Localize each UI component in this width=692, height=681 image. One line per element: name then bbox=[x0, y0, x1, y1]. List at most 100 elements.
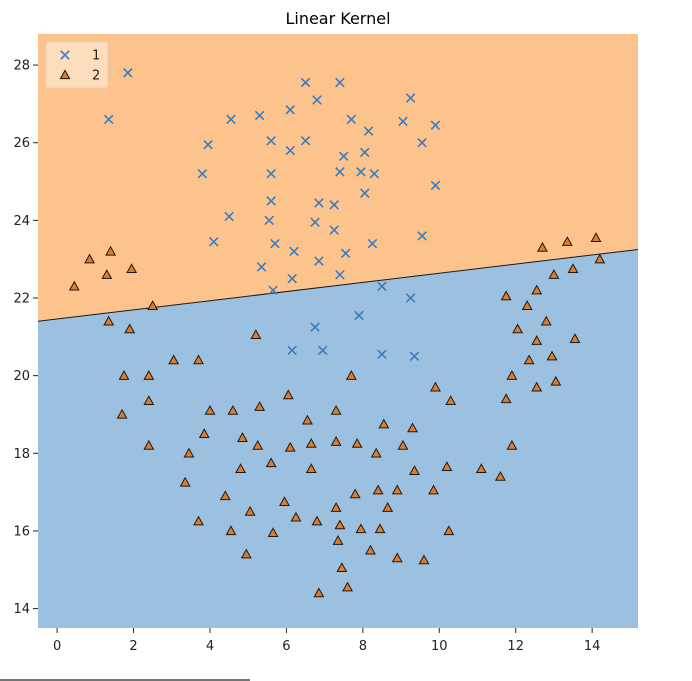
data-point-class-2 bbox=[118, 370, 130, 380]
data-point-class-1 bbox=[314, 256, 324, 266]
x-tick-label: 2 bbox=[129, 639, 137, 654]
x-tick-label: 8 bbox=[359, 639, 367, 654]
data-point-class-2 bbox=[334, 519, 346, 530]
data-point-class-1 bbox=[367, 238, 378, 249]
data-point-class-1 bbox=[270, 238, 280, 249]
data-point-class-2 bbox=[430, 381, 441, 392]
data-point-class-1 bbox=[405, 293, 416, 303]
data-point-class-2 bbox=[500, 290, 512, 301]
data-point-class-2 bbox=[305, 463, 317, 474]
data-point-class-2 bbox=[506, 370, 518, 380]
data-point-class-2 bbox=[349, 488, 361, 499]
data-point-class-2 bbox=[330, 436, 342, 446]
data-point-class-2 bbox=[521, 300, 533, 310]
legend-marker-class-1 bbox=[60, 50, 70, 60]
data-point-class-1 bbox=[310, 217, 320, 228]
data-point-class-2 bbox=[382, 502, 394, 512]
data-point-class-2 bbox=[254, 401, 266, 411]
x-tick-label: 6 bbox=[282, 639, 290, 654]
y-tick-label: 22 bbox=[13, 292, 30, 307]
data-point-class-2 bbox=[550, 375, 562, 386]
data-point-class-2 bbox=[198, 428, 210, 439]
data-point-class-2 bbox=[101, 269, 113, 279]
data-point-class-2 bbox=[391, 552, 403, 563]
data-point-class-2 bbox=[561, 236, 573, 246]
data-point-class-1 bbox=[285, 104, 295, 115]
data-point-class-1 bbox=[329, 225, 339, 235]
data-point-class-2 bbox=[305, 437, 317, 448]
data-point-class-1 bbox=[354, 310, 364, 321]
data-point-class-2 bbox=[237, 432, 248, 442]
data-point-class-2 bbox=[365, 544, 376, 555]
data-point-class-2 bbox=[506, 439, 518, 450]
data-point-class-2 bbox=[68, 280, 80, 291]
data-point-class-2 bbox=[330, 502, 342, 512]
data-point-class-2 bbox=[342, 581, 354, 592]
y-axis-ticks: 14 16 18 20 22 24 26 28 bbox=[13, 59, 38, 617]
data-point-class-2 bbox=[330, 404, 342, 415]
data-point-class-2 bbox=[372, 484, 384, 495]
data-point-class-2 bbox=[116, 408, 128, 419]
data-point-class-1 bbox=[103, 114, 114, 125]
data-point-class-2 bbox=[250, 329, 262, 340]
data-point-class-1 bbox=[209, 236, 219, 247]
data-point-class-2 bbox=[537, 241, 548, 252]
data-point-class-1 bbox=[335, 269, 345, 280]
data-point-class-2 bbox=[311, 515, 323, 526]
data-point-class-1 bbox=[335, 77, 345, 88]
data-point-class-1 bbox=[377, 349, 387, 360]
data-point-class-2 bbox=[540, 315, 552, 326]
data-point-class-2 bbox=[336, 562, 348, 573]
data-point-class-1 bbox=[254, 110, 265, 121]
data-point-class-2 bbox=[494, 470, 506, 481]
data-point-class-1 bbox=[287, 273, 297, 284]
decision-region-class-1 bbox=[38, 34, 638, 322]
data-point-class-2 bbox=[105, 245, 117, 256]
data-point-class-1 bbox=[287, 345, 297, 356]
data-point-class-1 bbox=[359, 188, 370, 198]
data-point-class-1 bbox=[377, 281, 387, 292]
data-point-class-1 bbox=[405, 93, 416, 103]
data-point-class-1 bbox=[417, 137, 427, 148]
scatter-points bbox=[68, 68, 606, 598]
data-point-class-1 bbox=[369, 168, 380, 179]
data-point-class-1 bbox=[335, 167, 345, 177]
data-point-class-2 bbox=[391, 484, 403, 495]
data-point-class-2 bbox=[500, 393, 512, 404]
data-point-class-1 bbox=[359, 147, 370, 158]
x-axis-ticks: 0 2 4 6 8 10 12 14 bbox=[53, 628, 600, 654]
data-point-class-1 bbox=[398, 116, 408, 127]
data-point-class-2 bbox=[531, 284, 543, 295]
data-point-class-2 bbox=[143, 370, 155, 380]
legend-entry: 1 bbox=[60, 49, 100, 64]
legend: 12 bbox=[45, 41, 109, 89]
chart-title: Linear Kernel bbox=[285, 9, 390, 28]
data-point-class-1 bbox=[430, 120, 441, 131]
data-point-class-2 bbox=[284, 441, 296, 452]
data-point-class-1 bbox=[317, 345, 328, 356]
data-point-class-2 bbox=[345, 370, 357, 380]
data-point-class-2 bbox=[183, 447, 195, 458]
decision-region-class-2 bbox=[38, 249, 638, 628]
data-point-class-2 bbox=[378, 418, 390, 429]
data-point-class-2 bbox=[408, 465, 420, 475]
data-point-class-1 bbox=[123, 68, 133, 78]
data-point-class-2 bbox=[355, 523, 367, 534]
x-tick-label: 12 bbox=[507, 639, 524, 654]
data-point-class-2 bbox=[225, 525, 237, 536]
data-point-class-1 bbox=[310, 322, 320, 332]
data-point-class-1 bbox=[409, 351, 420, 362]
data-point-class-1 bbox=[300, 135, 311, 146]
data-point-class-1 bbox=[197, 168, 208, 179]
data-point-class-2 bbox=[301, 414, 313, 425]
data-point-class-1 bbox=[266, 196, 276, 206]
data-point-class-1 bbox=[266, 135, 276, 146]
data-point-class-1 bbox=[226, 114, 236, 125]
data-point-class-1 bbox=[314, 198, 324, 208]
data-point-class-2 bbox=[475, 463, 487, 474]
data-point-class-2 bbox=[531, 381, 543, 392]
data-point-class-2 bbox=[531, 335, 543, 345]
data-point-class-2 bbox=[443, 525, 455, 536]
legend-label: 1 bbox=[92, 49, 100, 64]
